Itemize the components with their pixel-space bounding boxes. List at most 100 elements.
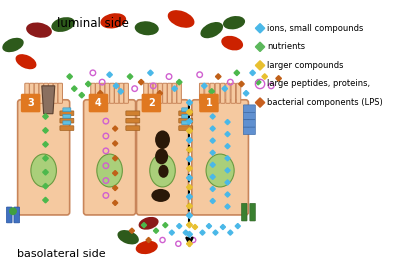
Text: 4: 4 — [95, 98, 102, 107]
FancyBboxPatch shape — [182, 114, 190, 118]
FancyBboxPatch shape — [144, 83, 148, 103]
FancyBboxPatch shape — [153, 83, 158, 103]
FancyBboxPatch shape — [182, 108, 190, 112]
FancyBboxPatch shape — [126, 126, 140, 131]
Polygon shape — [210, 150, 215, 155]
Text: bacterial components (LPS): bacterial components (LPS) — [268, 98, 383, 107]
FancyBboxPatch shape — [18, 100, 70, 215]
Text: ions, small compounds: ions, small compounds — [268, 24, 364, 33]
FancyBboxPatch shape — [210, 83, 214, 103]
Ellipse shape — [136, 241, 158, 254]
FancyBboxPatch shape — [21, 94, 40, 112]
FancyBboxPatch shape — [242, 203, 247, 221]
Ellipse shape — [100, 13, 126, 29]
FancyBboxPatch shape — [105, 83, 110, 103]
FancyBboxPatch shape — [44, 83, 48, 103]
Polygon shape — [186, 100, 192, 106]
FancyBboxPatch shape — [163, 83, 167, 103]
Polygon shape — [225, 180, 230, 185]
FancyBboxPatch shape — [250, 203, 255, 221]
Polygon shape — [138, 79, 144, 85]
Polygon shape — [176, 79, 182, 85]
Polygon shape — [186, 194, 192, 200]
FancyBboxPatch shape — [243, 120, 255, 127]
FancyBboxPatch shape — [60, 118, 74, 123]
Polygon shape — [186, 212, 192, 218]
Polygon shape — [177, 224, 182, 229]
Polygon shape — [118, 89, 124, 94]
FancyBboxPatch shape — [34, 83, 39, 103]
FancyBboxPatch shape — [39, 83, 44, 103]
Polygon shape — [186, 222, 192, 228]
Polygon shape — [42, 86, 55, 114]
Polygon shape — [43, 169, 48, 175]
FancyBboxPatch shape — [179, 111, 193, 116]
Polygon shape — [186, 231, 192, 237]
Ellipse shape — [223, 16, 245, 29]
Polygon shape — [43, 128, 48, 133]
Polygon shape — [239, 81, 244, 87]
Polygon shape — [225, 192, 230, 197]
Polygon shape — [216, 74, 221, 79]
FancyBboxPatch shape — [243, 127, 255, 135]
Polygon shape — [112, 186, 118, 191]
Polygon shape — [276, 76, 282, 81]
Polygon shape — [255, 98, 265, 107]
Ellipse shape — [155, 149, 168, 164]
Ellipse shape — [168, 10, 194, 28]
Polygon shape — [255, 79, 261, 85]
Polygon shape — [127, 74, 133, 79]
FancyBboxPatch shape — [110, 83, 114, 103]
Polygon shape — [262, 74, 268, 79]
Polygon shape — [213, 230, 218, 235]
Polygon shape — [234, 70, 240, 76]
Polygon shape — [98, 91, 103, 96]
FancyBboxPatch shape — [243, 105, 255, 112]
FancyBboxPatch shape — [142, 94, 161, 112]
Circle shape — [10, 208, 16, 215]
FancyBboxPatch shape — [14, 207, 20, 223]
FancyBboxPatch shape — [226, 83, 230, 103]
Polygon shape — [183, 230, 188, 235]
Polygon shape — [112, 200, 118, 205]
Text: 3: 3 — [27, 98, 34, 107]
FancyBboxPatch shape — [60, 111, 74, 116]
Polygon shape — [154, 228, 159, 233]
Ellipse shape — [31, 154, 56, 187]
FancyBboxPatch shape — [58, 83, 62, 103]
FancyBboxPatch shape — [63, 114, 71, 118]
Polygon shape — [210, 138, 215, 143]
FancyBboxPatch shape — [215, 83, 220, 103]
Polygon shape — [220, 224, 226, 230]
FancyBboxPatch shape — [136, 100, 188, 215]
Polygon shape — [243, 91, 249, 96]
Polygon shape — [186, 137, 192, 143]
FancyBboxPatch shape — [148, 83, 153, 103]
FancyBboxPatch shape — [126, 111, 140, 116]
Polygon shape — [255, 24, 265, 33]
Polygon shape — [222, 86, 228, 91]
Polygon shape — [169, 230, 174, 235]
Polygon shape — [141, 222, 146, 228]
Polygon shape — [225, 204, 230, 209]
FancyBboxPatch shape — [126, 118, 140, 123]
Polygon shape — [235, 224, 240, 229]
Polygon shape — [192, 224, 198, 230]
FancyBboxPatch shape — [48, 83, 53, 103]
Polygon shape — [43, 156, 48, 161]
FancyBboxPatch shape — [63, 121, 71, 125]
Ellipse shape — [26, 23, 52, 38]
Ellipse shape — [200, 22, 223, 38]
Ellipse shape — [51, 17, 75, 32]
FancyBboxPatch shape — [179, 118, 193, 123]
Polygon shape — [186, 109, 192, 115]
Polygon shape — [210, 162, 215, 167]
FancyBboxPatch shape — [231, 83, 236, 103]
Polygon shape — [186, 128, 192, 134]
FancyBboxPatch shape — [63, 108, 71, 112]
Polygon shape — [146, 237, 151, 243]
FancyBboxPatch shape — [199, 94, 219, 112]
FancyBboxPatch shape — [124, 83, 128, 103]
FancyBboxPatch shape — [243, 112, 255, 120]
Polygon shape — [210, 198, 215, 204]
